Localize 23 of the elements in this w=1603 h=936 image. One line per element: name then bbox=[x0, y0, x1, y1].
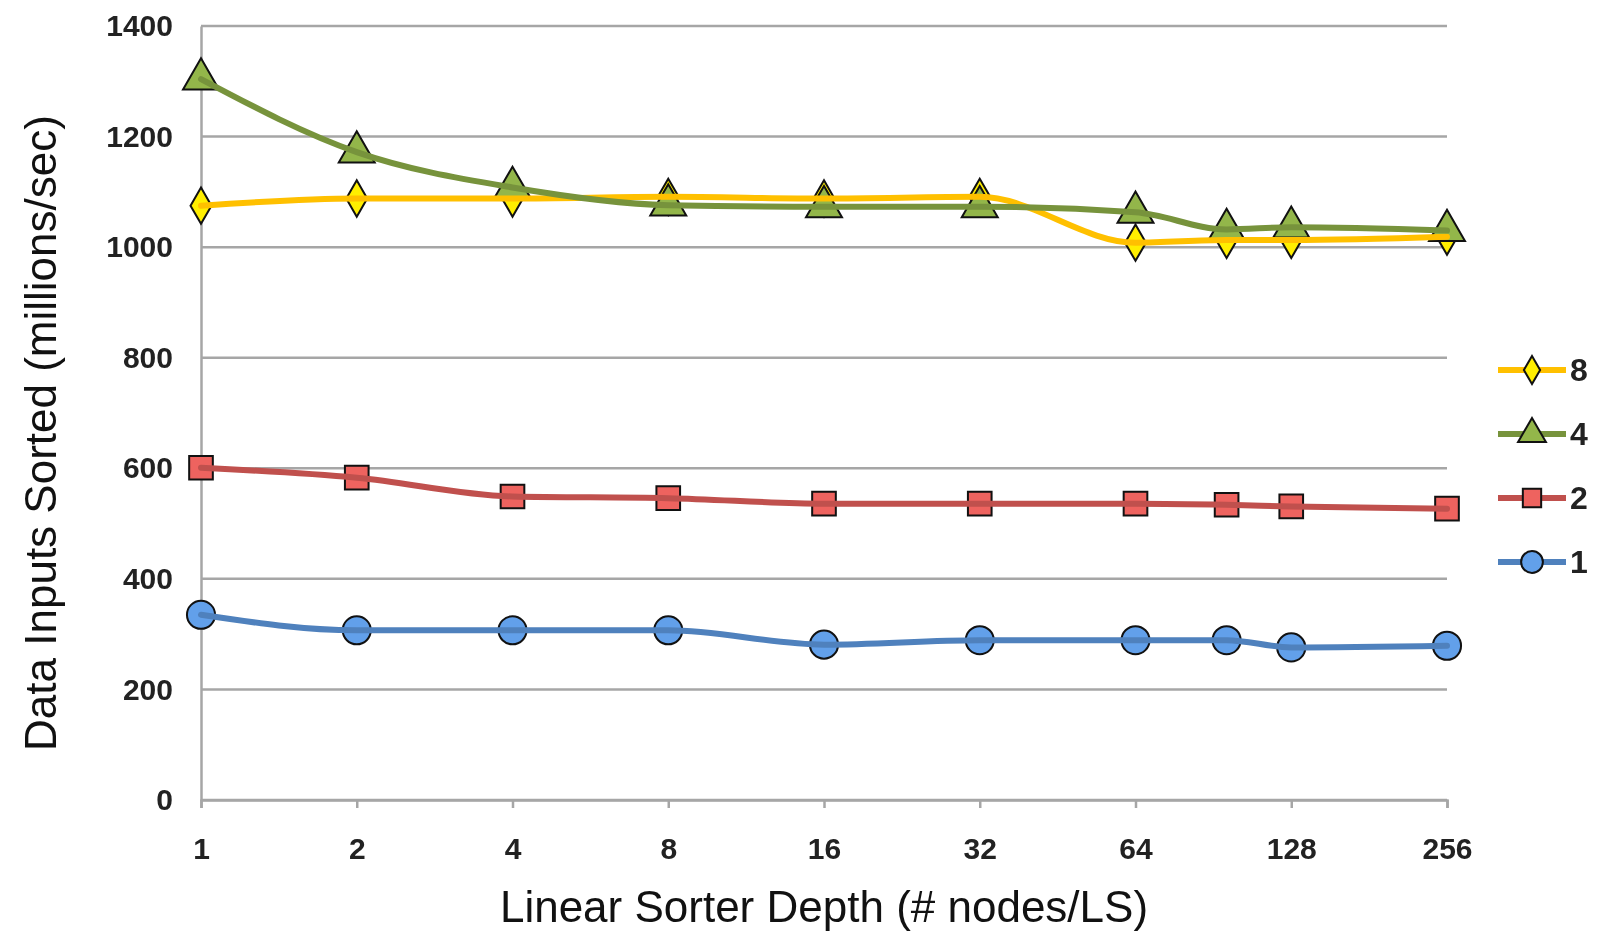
x-tick-label: 256 bbox=[1422, 832, 1473, 866]
x-tick-label: 32 bbox=[963, 832, 997, 866]
y-tick-label: 800 bbox=[122, 340, 173, 374]
x-tick-label: 1 bbox=[193, 832, 210, 866]
x-tick-label: 8 bbox=[660, 832, 678, 866]
y-tick-label: 1000 bbox=[106, 230, 173, 264]
legend-label: 4 bbox=[1570, 416, 1588, 452]
y-tick-label: 400 bbox=[122, 561, 173, 595]
legend-label: 8 bbox=[1570, 352, 1588, 388]
y-axis-title: Data Inputs Sorted (millions/sec) bbox=[16, 115, 65, 751]
y-tick-label: 1400 bbox=[106, 9, 173, 43]
x-tick-label: 4 bbox=[504, 832, 522, 866]
x-tick-label: 16 bbox=[807, 832, 842, 866]
y-tick-label: 600 bbox=[122, 451, 173, 485]
x-axis-title: Linear Sorter Depth (# nodes/LS) bbox=[499, 882, 1149, 931]
legend-label: 1 bbox=[1570, 544, 1588, 580]
x-tick-label: 2 bbox=[348, 832, 366, 866]
y-tick-label: 1200 bbox=[106, 119, 173, 153]
x-tick-label: 64 bbox=[1119, 832, 1153, 866]
x-tick-label: 128 bbox=[1266, 832, 1317, 866]
y-tick-label: 0 bbox=[156, 783, 173, 817]
y-tick-label: 200 bbox=[122, 672, 173, 706]
legend-label: 2 bbox=[1570, 480, 1588, 516]
